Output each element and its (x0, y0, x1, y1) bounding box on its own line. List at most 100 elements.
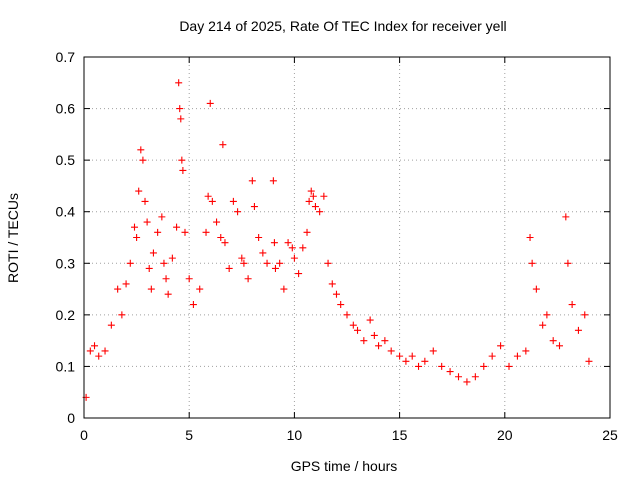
roti-point (141, 197, 149, 205)
roti-point (238, 254, 246, 262)
grid-lines (84, 57, 610, 418)
roti-point (217, 234, 225, 241)
roti-point (574, 326, 582, 334)
roti-point (139, 156, 147, 164)
y-tick-label: 0 (67, 410, 75, 426)
roti-point (213, 218, 221, 226)
roti-point (562, 213, 570, 221)
roti-point (309, 192, 317, 200)
roti-point (178, 156, 186, 164)
roti-point (202, 228, 210, 236)
y-tick-label: 0.5 (56, 152, 76, 168)
x-tick-label: 15 (392, 427, 408, 443)
roti-point (408, 352, 416, 360)
roti-point (539, 321, 547, 329)
roti-point (162, 275, 170, 283)
roti-point (585, 357, 593, 365)
roti-point (311, 203, 319, 211)
x-axis-label: GPS time / hours (291, 458, 398, 474)
roti-point (295, 270, 303, 278)
x-tick-labels: 0 5 10 15 20 25 (80, 427, 618, 443)
roti-point (147, 285, 155, 293)
roti-point (196, 285, 204, 293)
roti-point (221, 239, 229, 247)
roti-point (114, 285, 122, 293)
roti-point (284, 239, 292, 247)
roti-point (126, 259, 134, 267)
y-tick-label: 0.6 (56, 101, 76, 117)
roti-point (526, 234, 534, 241)
roti-point (429, 347, 437, 355)
roti-point (86, 347, 94, 355)
roti-point (185, 275, 193, 283)
roti-point (375, 342, 383, 350)
roti-point (143, 218, 151, 226)
roti-point (290, 254, 298, 262)
roti-point (332, 290, 340, 298)
roti-point (181, 228, 189, 236)
y-axis-label: ROTI / TECUs (5, 193, 21, 283)
roti-point (255, 234, 263, 241)
roti-point (175, 79, 183, 87)
x-tick-label: 10 (287, 427, 303, 443)
roti-point (415, 362, 423, 370)
roti-point (173, 223, 181, 231)
roti-point (91, 342, 99, 350)
roti-point (269, 177, 277, 185)
roti-point (208, 197, 216, 205)
roti-point (225, 264, 233, 272)
roti-point (122, 280, 130, 288)
y-tick-label: 0.2 (56, 307, 76, 323)
roti-point (244, 275, 252, 283)
roti-point (497, 342, 505, 350)
roti-point (280, 285, 288, 293)
roti-point (250, 203, 258, 211)
roti-point (95, 352, 103, 360)
roti-point (137, 146, 145, 154)
x-tick-label: 0 (80, 427, 88, 443)
roti-point (543, 311, 551, 319)
roti-point (263, 259, 271, 267)
roti-point (446, 368, 454, 376)
roti-point (568, 301, 576, 309)
roti-point (154, 228, 162, 236)
roti-point (303, 228, 311, 236)
roti-point (204, 192, 212, 200)
roti-point (370, 331, 378, 339)
roti-point (206, 99, 214, 107)
roti-point (276, 259, 284, 267)
roti-point (149, 249, 157, 257)
roti-point (343, 311, 351, 319)
roti-point (556, 342, 564, 350)
roti-point (307, 187, 315, 195)
roti-point (381, 337, 389, 345)
roti-point (234, 208, 242, 216)
roti-point (421, 357, 429, 365)
roti-point (528, 259, 536, 267)
roti-point (387, 347, 395, 355)
roti-point (513, 352, 521, 360)
roti-point (219, 141, 227, 149)
roti-point (396, 352, 404, 360)
roti-point (299, 244, 307, 252)
x-tick-label: 20 (497, 427, 513, 443)
roti-point (463, 378, 471, 386)
roti-point (316, 208, 324, 216)
roti-point (248, 177, 256, 185)
axis-ticks (83, 56, 611, 419)
y-tick-labels: 0 0.1 0.2 0.3 0.4 0.5 0.6 0.7 (56, 49, 76, 426)
roti-point (581, 311, 589, 319)
roti-point (360, 337, 368, 345)
roti-point (259, 249, 267, 257)
roti-point (177, 115, 185, 123)
roti-point (438, 362, 446, 370)
roti-point (455, 373, 463, 381)
roti-point (337, 301, 345, 309)
roti-point (179, 166, 187, 174)
y-tick-label: 0.3 (56, 255, 76, 271)
roti-point (532, 285, 540, 293)
roti-point (133, 234, 141, 241)
roti-point (145, 264, 153, 272)
chart-title: Day 214 of 2025, Rate Of TEC Index for r… (179, 18, 506, 34)
